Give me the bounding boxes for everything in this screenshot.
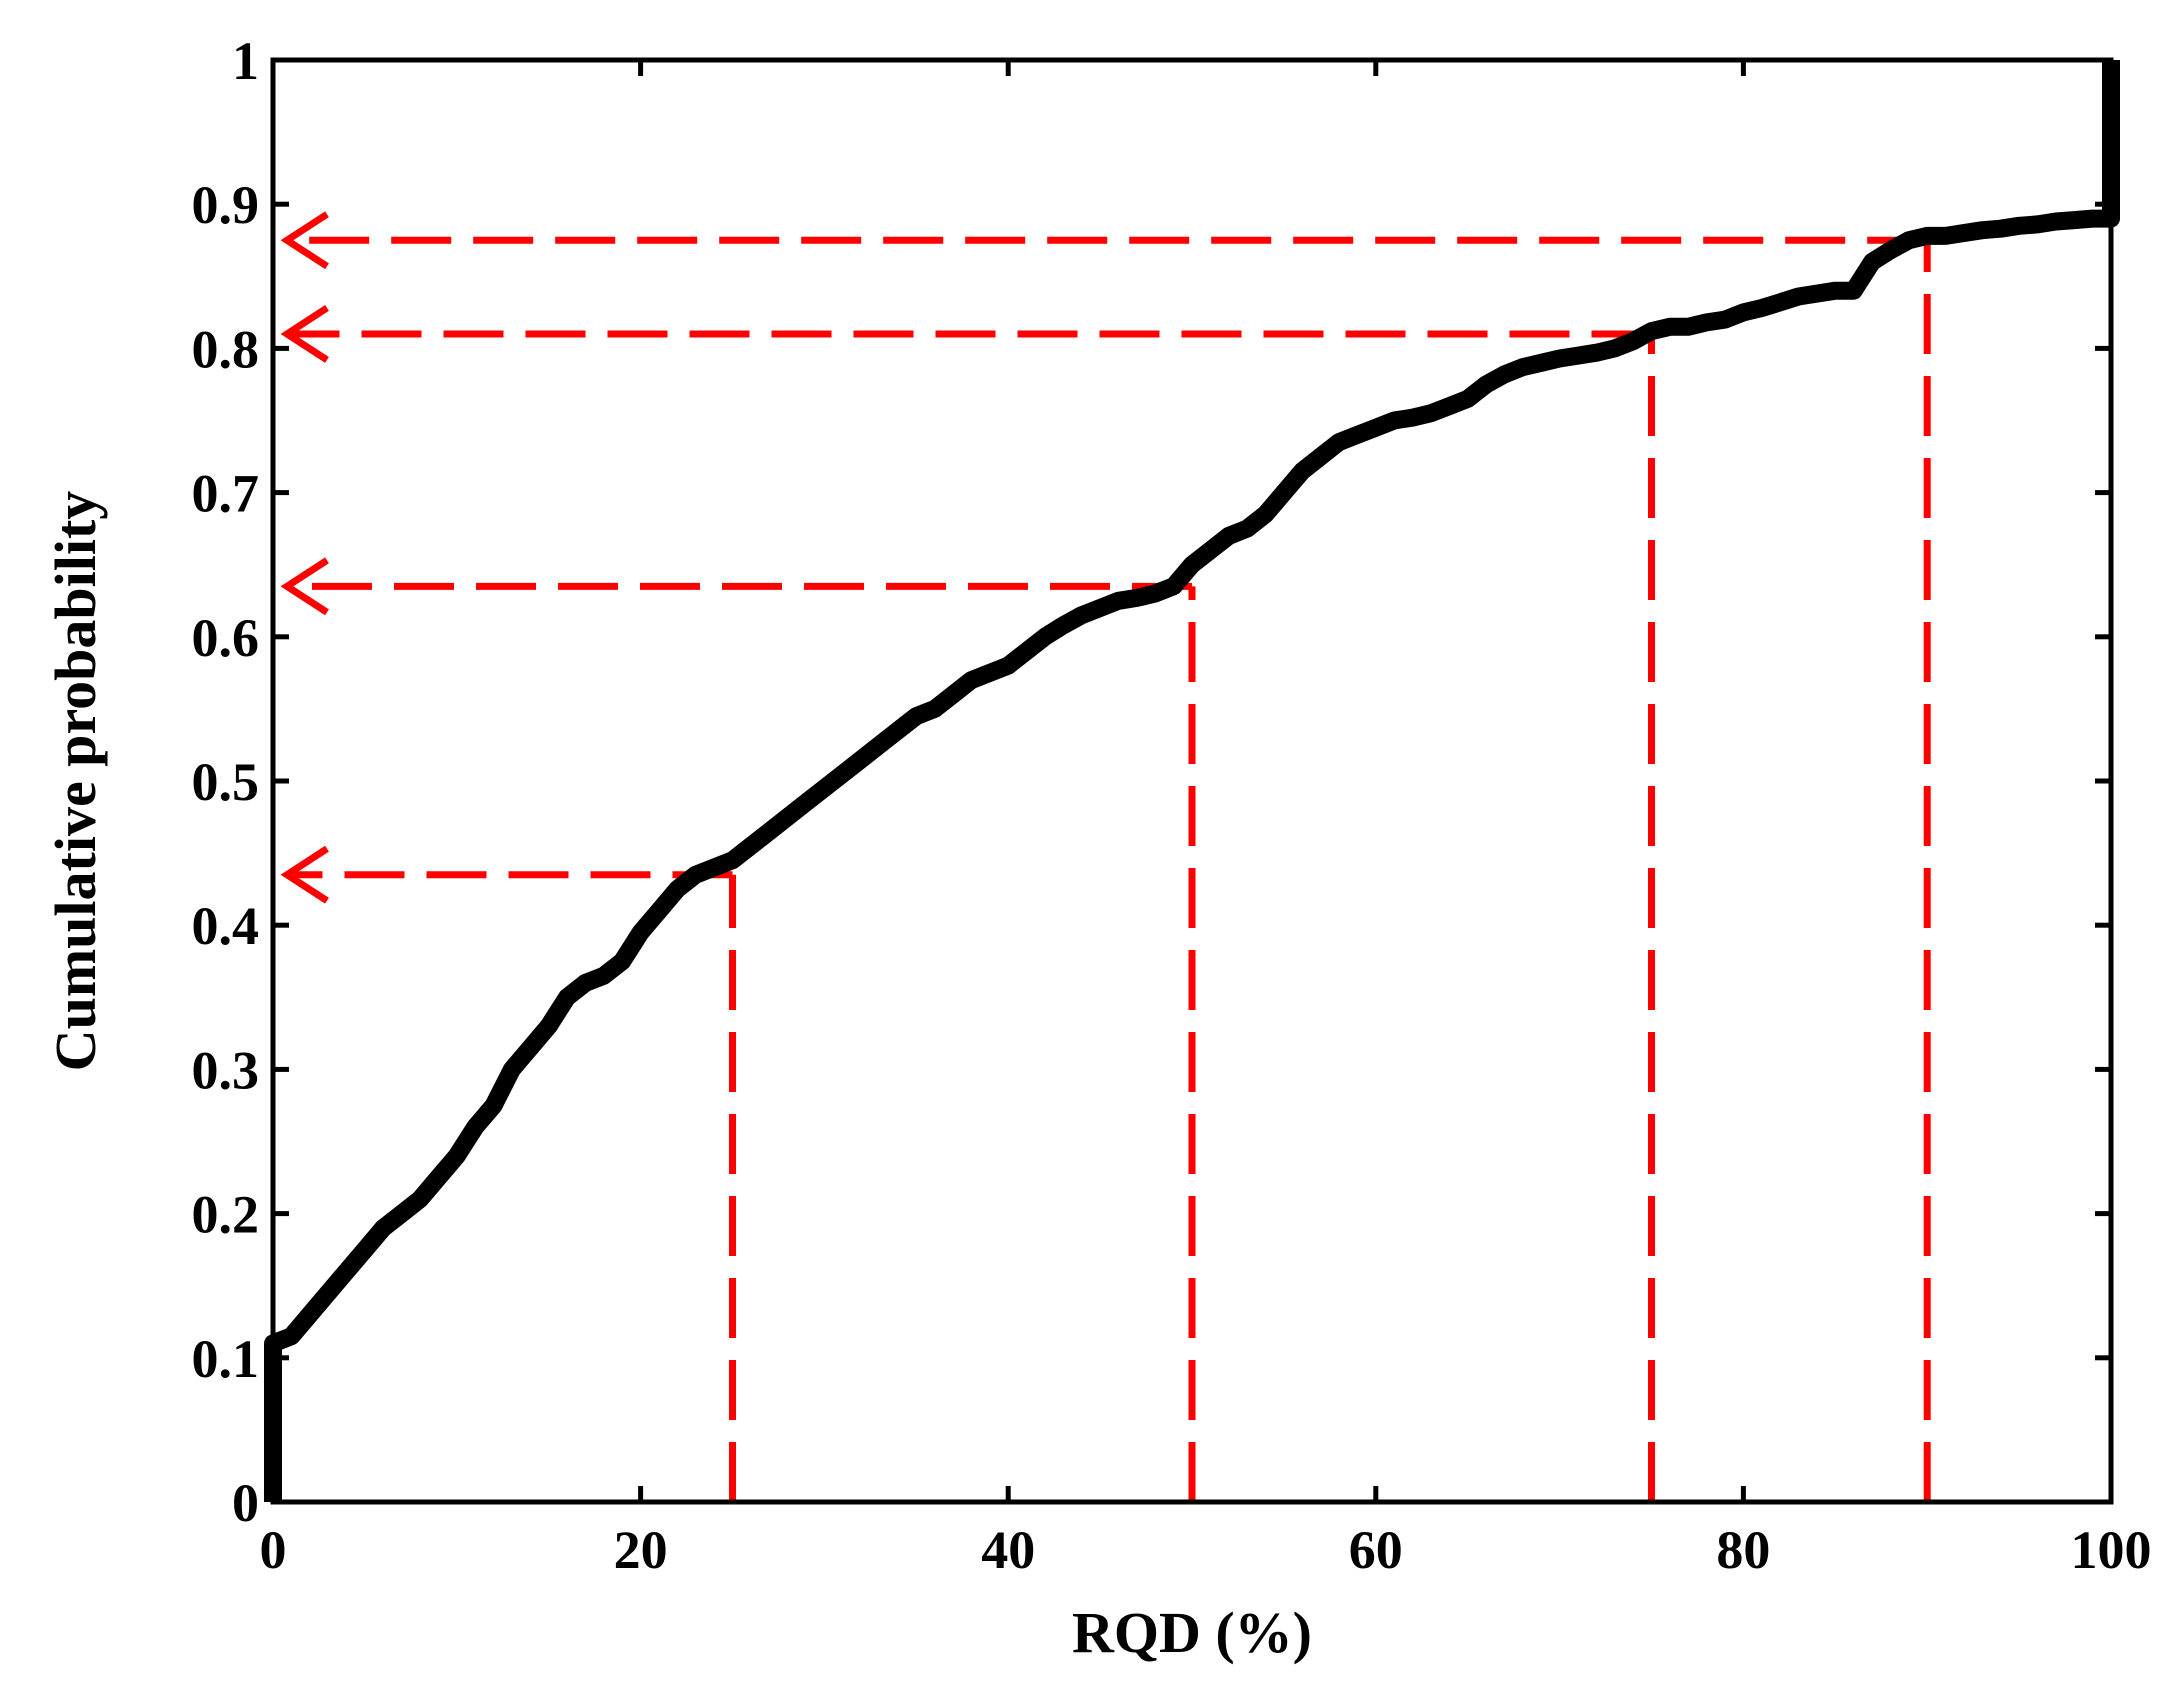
x-tick-label-3: 60 bbox=[1349, 1520, 1403, 1580]
y-tick-labels: 0 0.1 0.2 0.3 0.4 0.5 0.6 0.7 0.8 0.9 1 bbox=[192, 31, 260, 1533]
y-tick-label-9: 0.9 bbox=[192, 175, 260, 235]
x-tick-label-4: 80 bbox=[1716, 1520, 1770, 1580]
y-tick-label-2: 0.2 bbox=[192, 1185, 260, 1245]
guide-arrow-1 bbox=[280, 557, 329, 616]
y-tick-label-10: 1 bbox=[232, 31, 259, 91]
guide-arrow-0 bbox=[280, 845, 329, 904]
y-tick-label-0: 0 bbox=[232, 1473, 259, 1533]
guide-arrow-2 bbox=[280, 305, 329, 363]
data-series bbox=[264, 60, 2120, 1502]
axis-ticks bbox=[270, 57, 2114, 1505]
y-tick-label-1: 0.1 bbox=[192, 1329, 260, 1389]
x-axis-label: RQD (%) bbox=[1072, 1600, 1312, 1665]
y-tick-label-5: 0.5 bbox=[192, 752, 260, 812]
series-line-0 bbox=[264, 60, 2120, 1502]
x-tick-label-1: 20 bbox=[614, 1520, 668, 1580]
guide-arrow-3 bbox=[280, 211, 329, 270]
y-tick-label-4: 0.4 bbox=[192, 896, 260, 956]
x-tick-label-0: 0 bbox=[260, 1520, 287, 1580]
x-tick-label-5: 100 bbox=[2071, 1520, 2152, 1580]
y-tick-label-7: 0.7 bbox=[192, 464, 260, 524]
y-axis-label: Cumulative probability bbox=[43, 491, 108, 1072]
y-tick-label-8: 0.8 bbox=[192, 319, 260, 379]
x-tick-label-2: 40 bbox=[981, 1520, 1035, 1580]
y-tick-label-6: 0.6 bbox=[192, 608, 260, 668]
x-tick-labels: 0 20 40 60 80 100 bbox=[260, 1520, 2152, 1580]
y-tick-label-3: 0.3 bbox=[192, 1040, 260, 1100]
guide-lines bbox=[280, 211, 1931, 1502]
